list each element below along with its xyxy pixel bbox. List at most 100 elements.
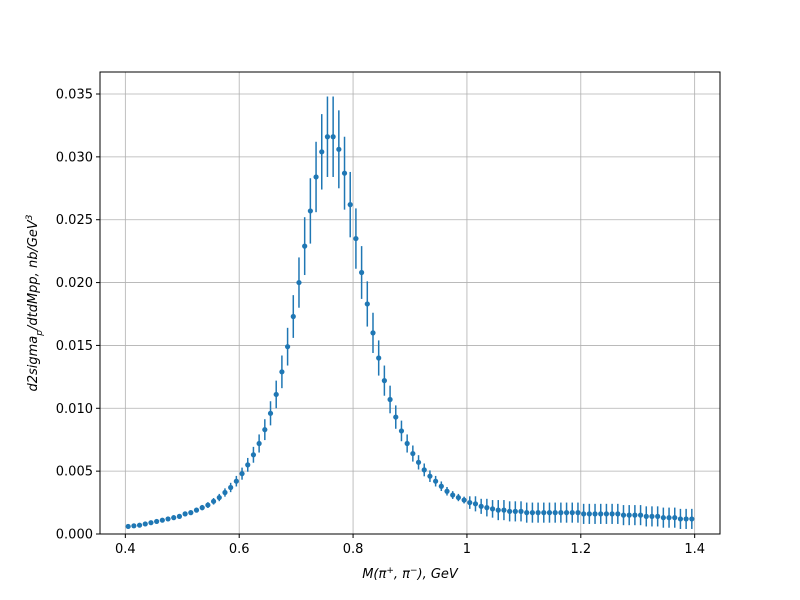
- data-point: [643, 513, 649, 520]
- data-point: [364, 301, 370, 307]
- data-point: [284, 344, 291, 350]
- data-point: [398, 428, 405, 434]
- y-tick-label: 0.030: [56, 150, 93, 165]
- data-point: [142, 521, 148, 527]
- y-axis-label-part: 3: [25, 214, 35, 220]
- data-point: [131, 523, 137, 529]
- data-point: [313, 174, 319, 180]
- data-point: [569, 510, 575, 516]
- data-point: [546, 510, 553, 516]
- data-point: [273, 391, 279, 398]
- data-point: [512, 508, 518, 514]
- data-point: [649, 513, 655, 520]
- x-axis-label-part: , π: [394, 567, 410, 582]
- data-point: [672, 515, 678, 521]
- data-point: [484, 505, 490, 511]
- data-point: [507, 508, 513, 514]
- x-axis-label-part: −: [410, 566, 418, 576]
- data-point: [609, 511, 615, 517]
- data-point: [626, 512, 632, 518]
- data-point: [535, 510, 541, 516]
- data-point: [239, 471, 245, 477]
- y-tick-label: 0.035: [56, 88, 93, 103]
- data-point: [563, 510, 570, 516]
- data-point: [193, 507, 200, 513]
- data-point: [427, 473, 433, 479]
- data-point: [341, 170, 348, 176]
- y-axis-label-part: /dtdMpp, nb/GeV: [26, 219, 41, 331]
- data-point: [353, 235, 359, 242]
- data-point: [290, 313, 296, 320]
- data-point: [655, 513, 661, 520]
- data-point: [125, 523, 131, 530]
- data-point: [381, 378, 387, 384]
- y-tick-label: 0.005: [56, 465, 93, 480]
- data-point: [501, 507, 507, 513]
- data-point: [558, 510, 564, 516]
- data-point: [302, 243, 308, 249]
- data-point: [370, 330, 376, 336]
- data-point: [199, 505, 205, 511]
- x-tick-label: 0.8: [343, 542, 364, 557]
- data-point: [472, 501, 479, 507]
- data-point: [677, 516, 684, 522]
- data-point: [233, 478, 239, 484]
- data-point: [620, 512, 627, 518]
- data-point: [210, 498, 217, 504]
- data-point: [438, 483, 444, 489]
- data-point: [495, 507, 501, 513]
- data-point: [330, 134, 336, 140]
- y-axis-label-part: d2sigma: [26, 336, 41, 392]
- data-point: [182, 511, 188, 517]
- data-point: [421, 467, 427, 473]
- data-point: [393, 414, 399, 420]
- data-point: [586, 511, 592, 517]
- data-point: [592, 511, 598, 517]
- data-point: [347, 202, 353, 208]
- data-point: [410, 450, 416, 457]
- data-point: [188, 510, 194, 516]
- data-point: [603, 511, 610, 517]
- data-point: [296, 279, 302, 286]
- y-tick-label: 0.000: [56, 528, 93, 543]
- data-point: [148, 520, 154, 526]
- data-point: [319, 149, 325, 155]
- data-point: [359, 269, 365, 276]
- data-point: [541, 510, 547, 516]
- y-axis-label: d2sigmap/dtdMpp, nb/GeV3: [25, 214, 45, 391]
- data-point: [489, 506, 496, 512]
- data-point: [250, 452, 257, 458]
- data-point: [136, 522, 143, 528]
- y-tick-label: 0.020: [56, 276, 93, 291]
- data-point: [455, 494, 461, 501]
- data-point: [205, 502, 211, 508]
- y-tick-label: 0.010: [56, 402, 93, 417]
- x-tick-label: 0.4: [115, 542, 136, 557]
- data-point: [228, 484, 234, 491]
- data-point: [171, 515, 177, 521]
- data-point: [598, 511, 604, 517]
- data-point: [267, 410, 274, 416]
- plot-frame: [99, 71, 721, 535]
- data-point: [216, 494, 222, 501]
- data-point: [632, 512, 638, 518]
- data-point: [666, 515, 672, 521]
- data-point: [176, 513, 183, 520]
- x-tick-label: 0.6: [229, 542, 250, 557]
- data-point: [683, 516, 689, 522]
- data-point: [307, 208, 313, 214]
- data-point: [154, 518, 160, 525]
- data-point: [581, 511, 587, 517]
- data-point: [324, 134, 331, 140]
- x-tick-label: 1: [463, 542, 471, 557]
- y-axis-label-part: p: [35, 330, 45, 337]
- data-point: [376, 355, 382, 361]
- data-point: [450, 492, 456, 498]
- data-point: [615, 511, 621, 517]
- data-point: [159, 517, 165, 523]
- data-point: [575, 510, 581, 516]
- data-point: [387, 396, 393, 403]
- data-point: [262, 427, 268, 433]
